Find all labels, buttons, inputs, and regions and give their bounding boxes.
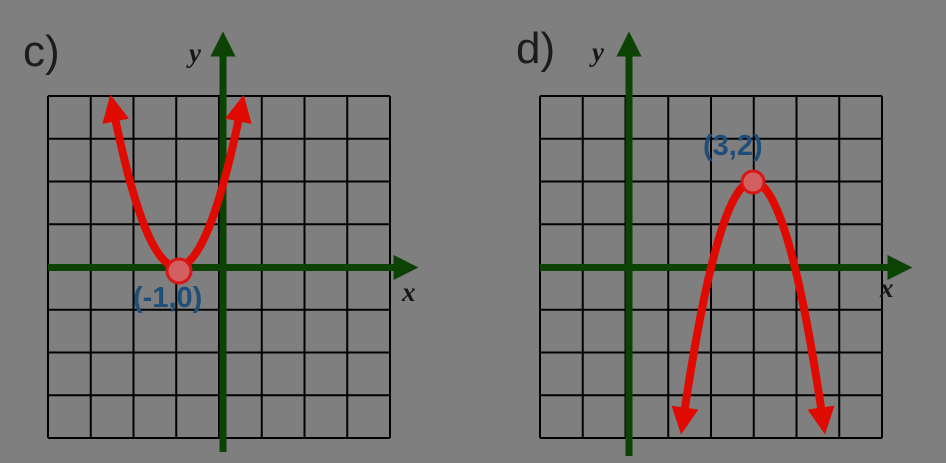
vertex-coordinate-label-d: (3,2) <box>703 130 763 162</box>
vertex-point-c <box>165 257 193 285</box>
x-axis-label-d: x <box>880 273 894 303</box>
y-axis-label-d: y <box>592 37 604 67</box>
x-axis-label-c: x <box>402 277 416 307</box>
vertex-coordinate-label-c: (-1,0) <box>133 282 203 314</box>
vertex-point-d <box>740 169 766 195</box>
panel-label-c: c) <box>23 27 60 76</box>
y-axis-label-c: y <box>189 38 201 68</box>
panel-label-d: d) <box>516 24 556 73</box>
